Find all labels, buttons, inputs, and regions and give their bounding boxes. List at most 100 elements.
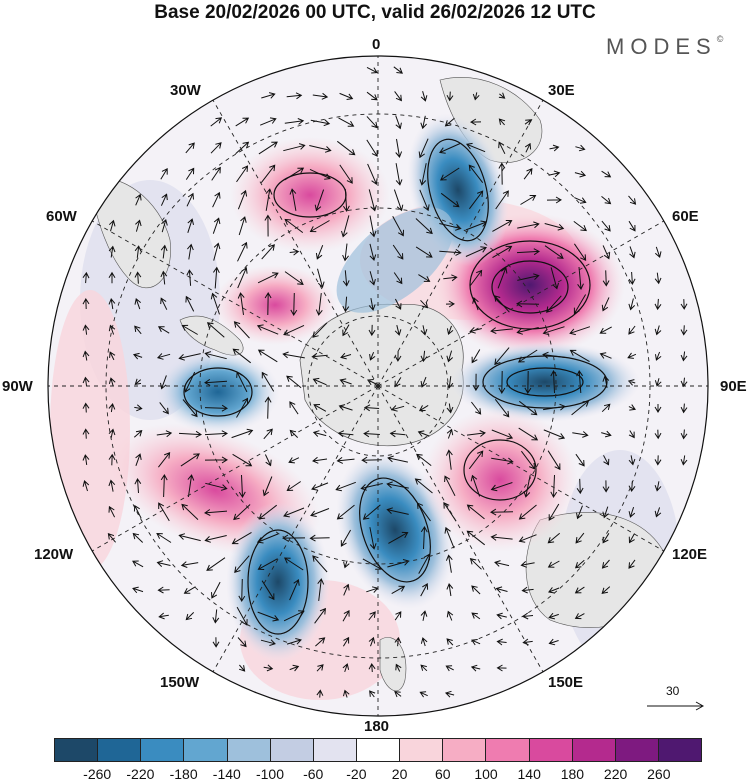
colorbar-tick-label: 100 bbox=[474, 766, 498, 782]
wind-arrow bbox=[178, 533, 201, 542]
wind-arrow bbox=[315, 293, 323, 316]
contours bbox=[183, 138, 608, 635]
wind-arrow bbox=[231, 428, 254, 439]
wind-arrow bbox=[394, 298, 402, 310]
colorbar-tick-label: 20 bbox=[391, 766, 408, 782]
colorbar-swatch bbox=[615, 739, 659, 761]
wind-arrow bbox=[339, 92, 354, 100]
wind-arrow bbox=[395, 138, 403, 158]
wind-arrow bbox=[420, 610, 428, 621]
wind-arrow bbox=[289, 188, 297, 211]
wind-arrow bbox=[628, 559, 636, 569]
wind-arrow bbox=[160, 270, 168, 285]
wind-arrow bbox=[575, 144, 586, 152]
wind-arrow bbox=[132, 532, 144, 543]
wind-arrow bbox=[516, 300, 540, 308]
wind-arrow bbox=[498, 162, 506, 185]
wind-arrow bbox=[283, 143, 306, 152]
wind-arrow bbox=[309, 168, 331, 180]
wind-arrow bbox=[446, 403, 454, 414]
wind-arrow bbox=[108, 271, 116, 284]
wind-arrow bbox=[132, 352, 143, 360]
wind-arrow bbox=[369, 215, 377, 238]
wind-arrow bbox=[342, 270, 350, 287]
wind-arrow bbox=[517, 273, 540, 281]
wind-arrow bbox=[343, 560, 350, 569]
wind-arrow bbox=[82, 298, 90, 310]
wind-arrow bbox=[237, 267, 248, 289]
wind-arrow bbox=[548, 170, 561, 178]
wind-arrow bbox=[518, 534, 537, 543]
wind-arrow bbox=[82, 271, 90, 284]
wind-arrow bbox=[313, 404, 327, 412]
positive-anomaly-130e bbox=[422, 408, 578, 552]
wind-arrow bbox=[469, 190, 484, 210]
wind-arrow bbox=[283, 610, 305, 622]
wind-arrow bbox=[544, 245, 564, 259]
wind-arrow bbox=[185, 612, 195, 621]
wind-arrow bbox=[264, 214, 272, 237]
wind-arrow bbox=[316, 664, 324, 672]
wind-arrow bbox=[181, 324, 198, 335]
wind-arrow bbox=[417, 430, 430, 437]
wind-arrow bbox=[569, 326, 591, 336]
wind-arrow bbox=[542, 351, 565, 359]
wind-arrow bbox=[261, 580, 275, 601]
wind-arrow bbox=[233, 321, 250, 339]
wind-arrow bbox=[490, 482, 513, 492]
wind-arrow bbox=[210, 117, 223, 127]
colorbar-tick-label: -260 bbox=[83, 766, 112, 782]
wind-arrow bbox=[257, 272, 279, 284]
meridian-line bbox=[91, 385, 379, 552]
wind-arrow bbox=[546, 295, 562, 313]
wind-arrow bbox=[158, 452, 171, 468]
wind-arrow bbox=[394, 611, 402, 621]
wind-arrow bbox=[132, 586, 144, 594]
wind-arrow bbox=[213, 242, 221, 261]
wind-arrow bbox=[135, 453, 142, 466]
wind-arrow bbox=[574, 170, 587, 178]
wind-arrow bbox=[160, 193, 168, 206]
wind-arrow bbox=[312, 377, 327, 386]
wind-arrow bbox=[628, 298, 636, 311]
wind-arrow bbox=[314, 607, 326, 624]
wind-arrow bbox=[495, 586, 508, 594]
wind-arrow bbox=[366, 116, 378, 129]
wind-arrow bbox=[133, 430, 143, 438]
wind-arrow bbox=[628, 455, 636, 466]
wind-arrow bbox=[362, 558, 382, 570]
wind-arrow bbox=[289, 664, 300, 672]
wind-arrow bbox=[134, 297, 142, 310]
wind-arrow bbox=[182, 399, 198, 418]
wind-arrow bbox=[680, 351, 688, 362]
wind-arrow bbox=[286, 638, 302, 645]
colorbar bbox=[54, 738, 702, 762]
wind-arrow bbox=[465, 246, 487, 257]
wind-arrow bbox=[444, 690, 455, 698]
wind-arrow bbox=[420, 526, 428, 550]
wind-arrow bbox=[446, 91, 454, 102]
wind-arrow bbox=[386, 481, 409, 489]
wind-arrow bbox=[394, 377, 402, 388]
wind-arrow bbox=[312, 555, 328, 573]
wind-arrow bbox=[628, 430, 635, 439]
wind-arrow bbox=[654, 325, 662, 336]
negative-band bbox=[336, 207, 454, 313]
wind-arrow bbox=[571, 400, 590, 416]
wind-arrow bbox=[419, 691, 428, 698]
positive-anomaly-20w bbox=[230, 137, 390, 253]
wind-arrow bbox=[204, 378, 228, 386]
map-border bbox=[47, 55, 709, 717]
lon-label-90w: 90W bbox=[2, 378, 33, 395]
wind-arrow bbox=[238, 578, 246, 602]
wind-arrow bbox=[495, 190, 509, 210]
wind-arrow bbox=[160, 297, 168, 310]
wind-arrow bbox=[261, 371, 275, 392]
lon-label-30w: 30W bbox=[170, 82, 201, 99]
wind-arrow bbox=[466, 530, 486, 546]
wind-arrow bbox=[178, 430, 202, 438]
wind-arrow bbox=[342, 243, 349, 262]
wind-arrow bbox=[602, 506, 609, 519]
wind-arrow bbox=[264, 292, 272, 316]
